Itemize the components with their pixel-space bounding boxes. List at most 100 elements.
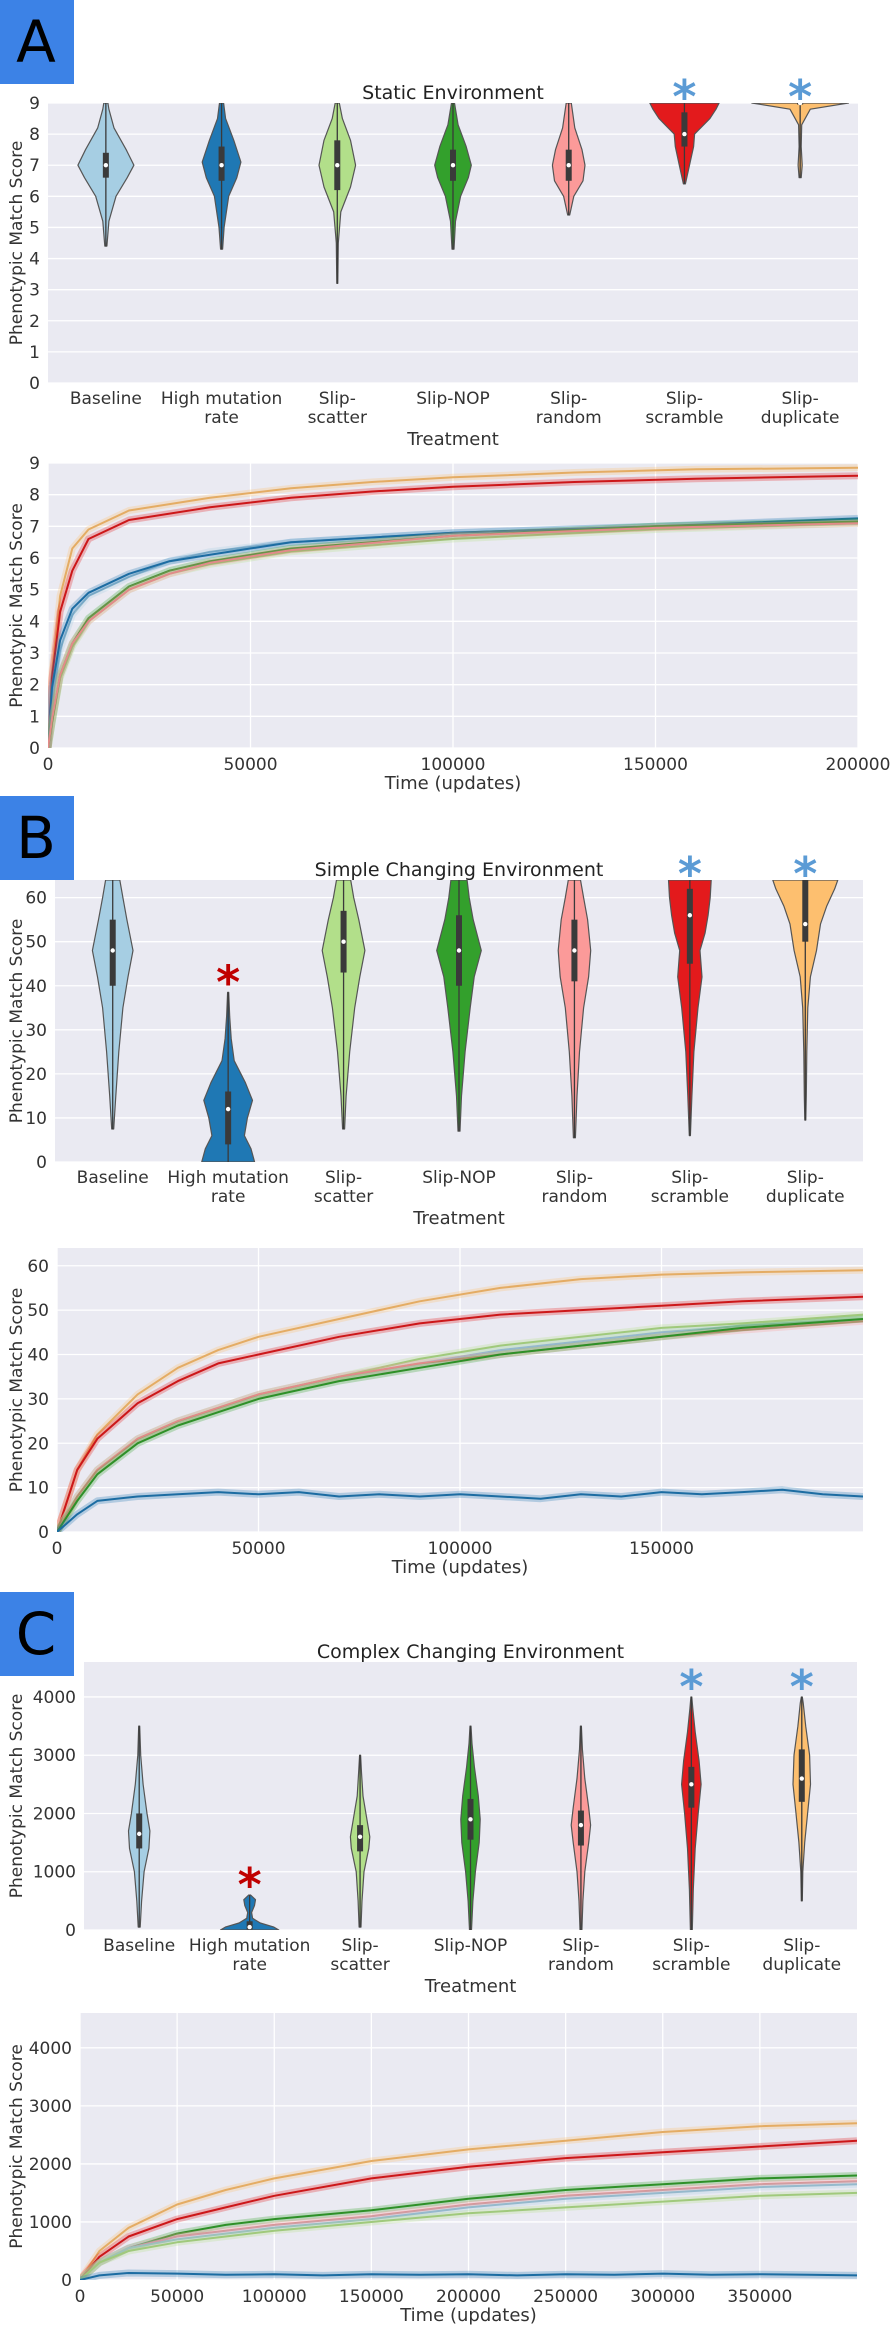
violin-median xyxy=(799,1776,804,1781)
y-tick-label: 8 xyxy=(29,125,40,145)
x-tick-label-line: Slip-NOP xyxy=(422,1168,496,1188)
x-tick-label-slip-random: Slip-random xyxy=(548,1936,614,1975)
x-tick-label: 0 xyxy=(52,1539,63,1559)
x-axis-label: Time (updates) xyxy=(391,1557,529,1578)
x-tick-label-line: scatter xyxy=(308,408,367,428)
y-tick-label: 20 xyxy=(27,1434,49,1454)
y-tick-label: 10 xyxy=(27,1479,49,1499)
x-tick-label: 0 xyxy=(43,755,54,775)
violin-median xyxy=(682,131,687,137)
series-lines xyxy=(80,2119,857,2280)
violin-median xyxy=(137,1831,142,1837)
x-tick-label-line: random xyxy=(548,1955,614,1975)
violin-iqr-box xyxy=(136,1813,143,1849)
violin-median xyxy=(803,921,808,927)
violin-median xyxy=(456,948,462,953)
x-tick-label-line: Slip- xyxy=(787,1168,824,1188)
x-tick-label-slip-scramble: Slip-scramble xyxy=(645,389,723,428)
x-tick-label-baseline: Baseline xyxy=(77,1168,149,1188)
x-tick-label-slip-scramble: Slip-scramble xyxy=(652,1936,730,1975)
x-tick-label-slip-random: Slip-random xyxy=(541,1168,607,1207)
violin-median xyxy=(450,163,456,168)
violin-iqr-box xyxy=(225,1091,232,1145)
x-tick-label-slip-scatter: Slip-scatter xyxy=(308,389,367,428)
x-tick-label-slip-duplicate: Slip-duplicate xyxy=(766,1168,845,1207)
violin-iqr-box xyxy=(686,888,693,964)
x-tick-label: 150000 xyxy=(623,755,688,775)
x-axis-label: Treatment xyxy=(412,1208,505,1229)
x-tick-label-line: rate xyxy=(232,1955,267,1975)
significance-star: * xyxy=(678,847,702,901)
panel-label-box-a xyxy=(0,0,74,84)
x-tick-label-line: rate xyxy=(204,408,239,428)
chart-b-violin: 0 10 20 30 40 50 60 Phenotypic Match Score Basel… xyxy=(7,847,863,1229)
x-tick-label-line: Baseline xyxy=(77,1168,149,1188)
y-tick-label: 5 xyxy=(29,581,40,601)
violin-median xyxy=(219,163,224,168)
x-tick-label: 50000 xyxy=(150,2287,204,2307)
y-axis-label: Phenotypic Match Score xyxy=(7,2044,27,2249)
y-tick-label: 0 xyxy=(29,739,40,759)
x-tick-label-line: Slip- xyxy=(556,1168,593,1188)
violin-iqr-box xyxy=(688,1766,695,1808)
violin-median xyxy=(103,163,109,168)
y-tick-label: 5 xyxy=(29,218,40,238)
x-tick-label-baseline: Baseline xyxy=(70,389,142,409)
x-tick-label-line: Slip- xyxy=(783,1936,820,1956)
x-tick-label-line: Baseline xyxy=(70,389,142,409)
violin-iqr-box xyxy=(681,112,688,147)
y-tick-label: 7 xyxy=(29,156,40,176)
x-tick-label: 50000 xyxy=(223,755,277,775)
significance-star: * xyxy=(790,1660,814,1714)
violin-iqr-box xyxy=(798,1749,805,1802)
violin-median xyxy=(247,1924,252,1930)
x-tick-label-line: Slip-NOP xyxy=(434,1936,508,1956)
series-line-slip-duplicate xyxy=(80,2122,857,2280)
series-line-slip-duplicate xyxy=(48,466,858,748)
x-tick-label: 150000 xyxy=(629,1539,694,1559)
violin-iqr-box xyxy=(577,1810,584,1846)
series-lines xyxy=(48,464,858,748)
series-line-slip-scramble xyxy=(48,474,858,748)
x-axis-label: Time (updates) xyxy=(384,773,522,794)
y-tick-label: 7 xyxy=(29,517,40,537)
chart-title: Complex Changing Environment xyxy=(317,1641,624,1663)
chart-c-violin: 0 1000 2000 3000 4000 Phenotypic Match Score B… xyxy=(7,1641,857,1997)
y-tick-label: 4000 xyxy=(33,1688,76,1708)
x-tick-label-line: random xyxy=(541,1187,607,1207)
y-tick-label: 2 xyxy=(29,676,40,696)
x-tick-label-line: duplicate xyxy=(762,1955,841,1975)
series-line-slip-scramble xyxy=(57,1295,863,1532)
x-tick-label-line: Slip- xyxy=(325,1168,362,1188)
y-tick-label: 0 xyxy=(36,1153,47,1173)
violins xyxy=(91,880,839,1162)
chart-a-violin: 0 1 2 3 4 5 6 7 8 9 Phenotypic Match Score Baseline… xyxy=(7,70,858,450)
violin-median xyxy=(110,948,115,953)
x-tick-label-line: Slip-NOP xyxy=(416,389,490,409)
panel-label-box-b xyxy=(0,796,74,880)
violin-median xyxy=(341,939,346,944)
y-tick-label: 6 xyxy=(29,187,40,207)
x-tick-label-line: Slip- xyxy=(550,389,587,409)
x-tick-label-line: duplicate xyxy=(766,1187,845,1207)
y-tick-label: 9 xyxy=(29,94,40,114)
x-tick-label-line: Slip- xyxy=(319,389,356,409)
y-tick-label: 1 xyxy=(29,343,40,363)
x-axis-label: Treatment xyxy=(424,1976,517,1997)
x-tick-label: 0 xyxy=(75,2287,86,2307)
y-tick-label: 3000 xyxy=(29,2097,72,2117)
x-tick-label-line: random xyxy=(536,408,602,428)
y-tick-label: 2000 xyxy=(33,1804,76,1824)
y-tick-label: 20 xyxy=(25,1065,47,1085)
violins xyxy=(127,1696,812,1930)
x-tick-label-line: High mutation xyxy=(167,1168,288,1188)
chart-a-line: 0 1 2 3 4 5 6 7 8 9 Phenotypic Match Score 0 50000 10… xyxy=(7,454,890,794)
y-tick-label: 40 xyxy=(25,977,47,997)
x-tick-label-line: duplicate xyxy=(761,408,840,428)
violin-median xyxy=(357,1834,363,1839)
x-tick-label-line: Slip- xyxy=(671,1168,708,1188)
x-tick-label: 100000 xyxy=(428,1539,493,1559)
